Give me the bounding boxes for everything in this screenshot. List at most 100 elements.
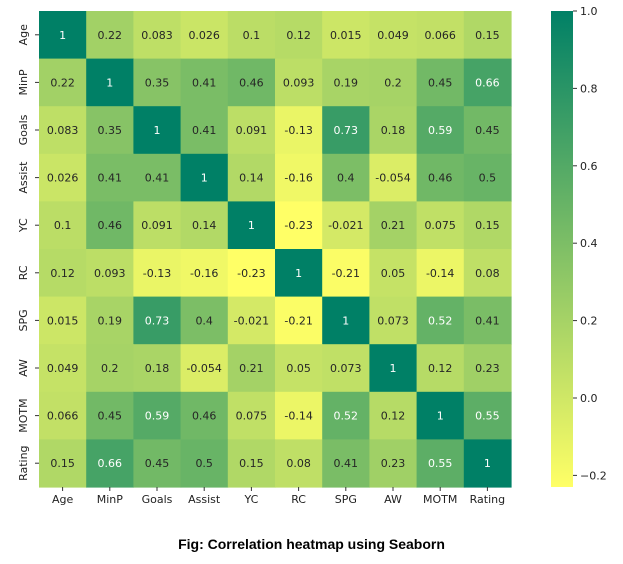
cell-value-label: 0.093 [283,76,315,89]
cell-value-label: 0.55 [475,410,500,423]
x-tick-label-Age: Age [52,493,74,506]
x-tick-label-YC: YC [243,493,258,506]
colorbar-tick-label: 0.2 [580,315,598,328]
cell-value-label: 0.05 [286,362,311,375]
cell-value-label: 0.21 [381,219,406,232]
cell-value-label: 1 [437,410,444,423]
cell-value-label: 0.73 [334,124,359,137]
cell-value-label: 0.049 [377,29,409,42]
heatmap-cell-Age-RC [275,11,323,60]
x-tick-label-MinP: MinP [97,493,124,506]
cell-value-label: 0.2 [101,362,119,375]
heatmap-cell-Age-Goals [133,11,182,60]
heatmap-cell-Goals-Goals [133,106,182,155]
y-tick-label-Rating: Rating [17,445,30,480]
cell-value-label: 1 [484,457,491,470]
cell-value-label: 0.55 [428,457,453,470]
heatmap-cell-MOTM-MinP [86,391,134,440]
cell-value-label: 0.05 [381,267,406,280]
heatmap-cell-Assist-MinP [86,153,134,202]
cell-value-label: 0.23 [475,362,500,375]
colorbar-gradient [551,11,573,487]
heatmap-cell-MOTM-Age [39,391,87,440]
y-tick-label-YC: YC [17,218,30,233]
y-tick-label-AW: AW [17,359,30,377]
y-tick-label-MOTM: MOTM [17,398,30,432]
heatmap-cell-AW-AW [369,344,418,393]
heatmap-cell-Age-AW [369,11,418,60]
heatmap-cell-Goals-RC [275,106,323,155]
cell-value-label: 0.23 [381,457,406,470]
cell-value-label: 0.2 [384,76,402,89]
cell-value-label: 0.091 [236,124,268,137]
heatmap-cell-YC-MOTM [416,201,465,250]
colorbar-tick-label: 0.6 [580,160,598,173]
heatmap-cell-Age-MOTM [416,11,465,60]
heatmap-cell-MOTM-Goals [133,391,182,440]
cell-value-label: 0.18 [145,362,170,375]
heatmap-cell-Goals-Age [39,106,87,155]
heatmap-cell-AW-MOTM [416,344,465,393]
heatmap-cell-RC-MinP [86,249,134,298]
cell-value-label: 0.46 [239,76,264,89]
heatmap-cell-Age-Assist [180,11,229,60]
cell-value-label: 0.66 [98,457,123,470]
heatmap-cell-Rating-SPG [322,439,370,488]
heatmap-cell-MOTM-YC [227,391,276,440]
cell-value-label: 0.12 [428,362,453,375]
cell-value-label: 0.073 [330,362,362,375]
cell-value-label: 0.46 [98,219,123,232]
cell-value-label: 0.15 [50,457,75,470]
heatmap-cell-MinP-RC [275,58,323,107]
heatmap-cell-Assist-RC [275,153,323,202]
heatmap-cell-RC-Age [39,249,87,298]
cell-value-label: 0.45 [428,76,453,89]
correlation-heatmap: 1 0.22 0.083 0.026 0.1 0.12 0.015 0.049 0.066 0.1… [17,5,607,506]
heatmap-cell-Goals-MOTM [416,106,465,155]
colorbar-tick-label: 0.8 [580,82,598,95]
heatmap-cell-YC-MinP [86,201,134,250]
heatmap-cell-Rating-MOTM [416,439,465,488]
cell-value-label: 0.5 [195,457,213,470]
heatmap-cell-RC-YC [227,249,276,298]
cell-value-label: 0.5 [479,172,497,185]
cell-value-label: 0.18 [381,124,406,137]
heatmap-cell-SPG-Goals [133,296,182,345]
heatmap-cell-SPG-MinP [86,296,134,345]
cell-value-label: -0.14 [284,410,312,423]
cell-value-label: 1 [342,314,349,327]
cell-value-label: 0.015 [330,29,362,42]
heatmap-cell-MinP-YC [227,58,276,107]
cell-value-label: 1 [390,362,397,375]
cell-value-label: 0.35 [98,124,123,137]
heatmap-cell-MinP-Age [39,58,87,107]
cell-value-label: 0.41 [192,76,217,89]
cell-value-label: 0.066 [47,410,79,423]
heatmap-cell-YC-Age [39,201,87,250]
cell-value-label: 0.41 [334,457,359,470]
x-tick-label-MOTM: MOTM [423,493,457,506]
cell-value-label: -0.054 [375,172,410,185]
cell-value-label: -0.21 [284,314,312,327]
cell-value-label: 0.083 [141,29,173,42]
y-tick-label-Assist: Assist [17,161,30,194]
cell-value-label: 0.19 [334,76,359,89]
heatmap-cell-Assist-MOTM [416,153,465,202]
cell-value-label: 0.59 [145,410,170,423]
cell-value-label: -0.054 [186,362,221,375]
x-axis-tick-labels: Age MinP Goals Assist YC RC SPG AW MOTM Rating [52,487,505,506]
heatmap-cell-SPG-Rating [463,296,512,345]
x-tick-label-RC: RC [291,493,306,506]
cell-value-label: -0.13 [284,124,312,137]
heatmap-cell-Goals-YC [227,106,276,155]
cell-value-label: 0.41 [192,124,217,137]
heatmap-cells: 1 0.22 0.083 0.026 0.1 0.12 0.015 0.049 0.066 0.1… [39,11,512,488]
heatmap-cell-AW-Goals [133,344,182,393]
heatmap-cell-Goals-Assist [180,106,229,155]
cell-value-label: 0.46 [428,172,453,185]
heatmap-cell-Rating-Rating [463,439,512,488]
heatmap-cell-MinP-MinP [86,58,134,107]
heatmap-cell-Rating-RC [275,439,323,488]
x-tick-label-AW: AW [384,493,402,506]
heatmap-cell-YC-RC [275,201,323,250]
